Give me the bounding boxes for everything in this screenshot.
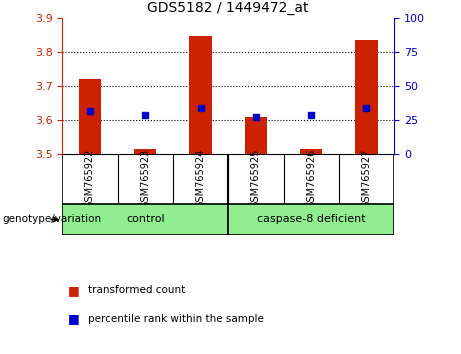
Bar [134,149,156,154]
Text: genotype/variation: genotype/variation [2,215,101,224]
Text: ■: ■ [68,312,80,325]
Bar [300,149,322,154]
Text: transformed count: transformed count [88,285,185,295]
Text: GSM765927: GSM765927 [361,149,372,209]
Bar [62,204,228,235]
Bar [189,36,212,154]
Text: GSM765924: GSM765924 [195,149,206,209]
Text: GSM765926: GSM765926 [306,149,316,209]
Bar [245,116,267,154]
Bar [355,40,378,154]
Text: percentile rank within the sample: percentile rank within the sample [88,314,264,324]
Text: GSM765923: GSM765923 [140,149,150,209]
Text: ■: ■ [68,284,80,297]
Text: control: control [126,215,165,224]
Text: caspase-8 deficient: caspase-8 deficient [257,215,366,224]
Text: GSM765922: GSM765922 [85,149,95,209]
Bar [228,204,394,235]
Title: GDS5182 / 1449472_at: GDS5182 / 1449472_at [148,1,309,15]
Bar [79,79,101,154]
Text: GSM765925: GSM765925 [251,149,261,209]
